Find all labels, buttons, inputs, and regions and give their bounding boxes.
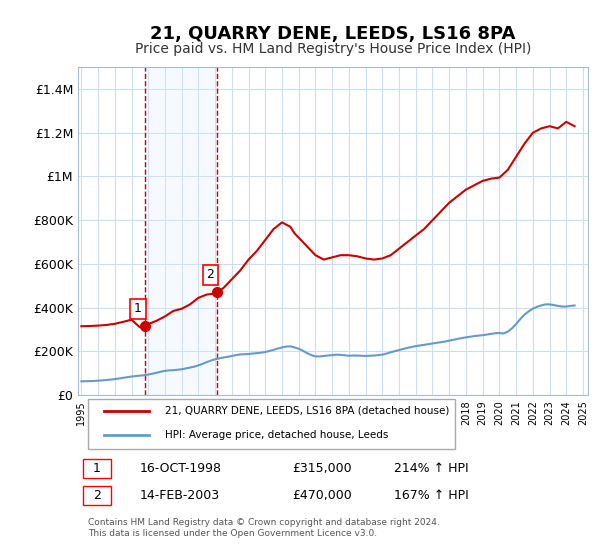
Text: 21, QUARRY DENE, LEEDS, LS16 8PA: 21, QUARRY DENE, LEEDS, LS16 8PA: [151, 25, 515, 43]
Text: 21, QUARRY DENE, LEEDS, LS16 8PA (detached house): 21, QUARRY DENE, LEEDS, LS16 8PA (detach…: [164, 406, 449, 416]
Text: 214% ↑ HPI: 214% ↑ HPI: [394, 462, 469, 475]
Text: HPI: Average price, detached house, Leeds: HPI: Average price, detached house, Leed…: [164, 430, 388, 440]
Text: 1: 1: [134, 302, 142, 315]
Text: 167% ↑ HPI: 167% ↑ HPI: [394, 489, 469, 502]
Text: 2: 2: [206, 268, 214, 281]
Text: 1: 1: [93, 462, 101, 475]
Text: 2: 2: [93, 489, 101, 502]
Text: Price paid vs. HM Land Registry's House Price Index (HPI): Price paid vs. HM Land Registry's House …: [135, 42, 531, 56]
FancyBboxPatch shape: [88, 399, 455, 449]
FancyBboxPatch shape: [83, 487, 111, 505]
Text: Contains HM Land Registry data © Crown copyright and database right 2024.
This d: Contains HM Land Registry data © Crown c…: [88, 519, 440, 538]
FancyBboxPatch shape: [83, 459, 111, 478]
Text: £315,000: £315,000: [292, 462, 352, 475]
Bar: [145, 67, 217, 395]
Text: 16-OCT-1998: 16-OCT-1998: [139, 462, 221, 475]
Text: 14-FEB-2003: 14-FEB-2003: [139, 489, 220, 502]
Text: £470,000: £470,000: [292, 489, 352, 502]
